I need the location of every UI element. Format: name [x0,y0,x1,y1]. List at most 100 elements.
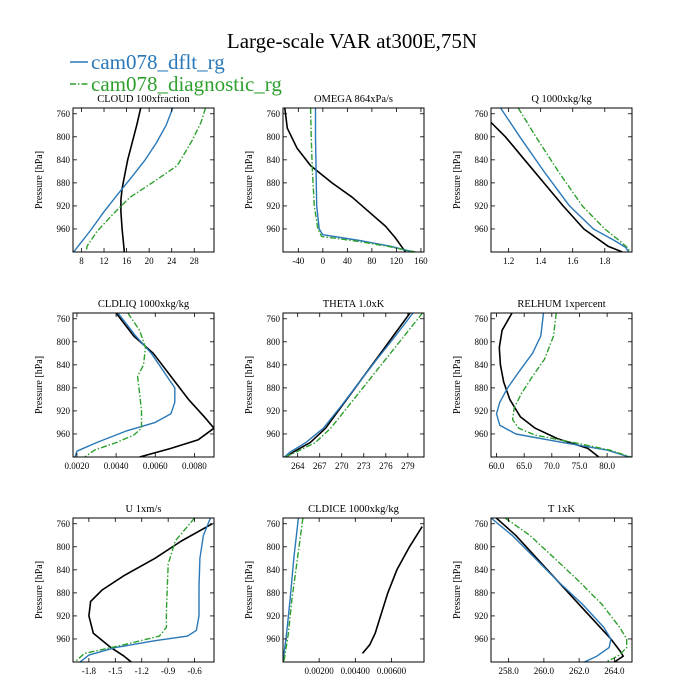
series-line-diagnostic [504,518,628,662]
y-tick-label: 960 [475,224,489,234]
panel-title: RELHUM 1xpercent [517,299,605,310]
x-tick-label: -0.6 [187,666,202,676]
y-tick-label: 760 [267,519,281,529]
x-tick-label: 20 [145,256,155,266]
y-tick-label: 960 [57,634,71,644]
y-axis-label: Pressure [hPa] [452,356,463,414]
x-tick-label: 120 [390,256,404,266]
x-tick-label: 160 [414,256,428,266]
chart-panel-2: Q 1000xkg/kg Pressure [hPa] 760 800 840 880 92… [452,94,633,266]
y-axis-label: Pressure [hPa] [34,356,45,414]
y-tick-label: 920 [475,406,489,416]
y-tick-label: 880 [267,383,281,393]
x-tick-label: 1.6 [567,256,579,266]
y-tick-label: 920 [267,201,281,211]
chart-panel-3: CLDLIQ 1000xkg/kg Pressure [hPa] 760 800 840… [34,299,215,471]
x-tick-label: 60.0 [489,461,505,471]
series-line-diagnostic [517,108,631,252]
y-axis-label: Pressure [hPa] [452,151,463,209]
y-tick-label: 800 [475,132,489,142]
x-tick-label: 267 [313,461,327,471]
series-line-dflt [79,518,212,662]
y-tick-label: 760 [57,519,71,529]
x-tick-label: -1.8 [82,666,97,676]
series-line-diagnostic [84,313,147,457]
x-tick-label: 80 [367,256,377,266]
x-tick-label: 279 [401,461,415,471]
y-tick-label: 760 [267,314,281,324]
y-tick-label: 880 [267,178,281,188]
y-tick-label: 880 [475,588,489,598]
y-tick-label: 880 [57,178,71,188]
x-tick-label: 40 [343,256,353,266]
panel-title: THETA 1.0xK [323,299,385,310]
x-tick-label: -0.9 [161,666,176,676]
y-tick-label: 800 [57,542,71,552]
plot-frame [72,517,215,663]
y-tick-label: 840 [57,155,71,165]
y-tick-label: 760 [57,109,71,119]
series-line-dflt [73,108,174,252]
y-tick-label: 840 [267,155,281,165]
y-tick-label: 880 [475,178,489,188]
chart-panel-5: RELHUM 1xpercent Pressure [hPa] 760 800 840 8… [452,299,633,471]
x-tick-label: 0.00400 [341,666,371,676]
y-tick-label: 920 [57,611,71,621]
panel-title: T 1xK [548,504,575,515]
y-tick-label: 920 [57,201,71,211]
y-tick-label: 880 [57,383,71,393]
y-tick-label: 960 [475,429,489,439]
x-tick-label: 75.0 [572,461,588,471]
series-line-diagnostic [74,518,196,662]
y-tick-label: 840 [475,155,489,165]
plot-frame [490,107,633,253]
series-line-reference [284,108,407,252]
y-tick-label: 840 [267,565,281,575]
y-axis-label: Pressure [hPa] [452,561,463,619]
y-tick-label: 960 [267,224,281,234]
y-tick-label: 960 [57,429,71,439]
series-line-diagnostic [283,518,304,662]
x-tick-label: 276 [379,461,393,471]
x-tick-label: 1.4 [535,256,547,266]
x-tick-label: 273 [357,461,371,471]
y-tick-label: 840 [57,565,71,575]
x-tick-label: 264.0 [604,666,625,676]
y-tick-label: 920 [57,406,71,416]
x-tick-label: -1.5 [108,666,123,676]
y-tick-label: 800 [475,337,489,347]
x-tick-label: 80.0 [599,461,615,471]
y-tick-label: 800 [267,542,281,552]
panel-title: CLDICE 1000xkg/kg [308,504,399,515]
plot-frame [72,107,215,253]
series-line-diagnostic [85,108,207,252]
y-tick-label: 760 [475,109,489,119]
x-tick-label: 12 [100,256,109,266]
y-tick-label: 760 [57,314,71,324]
series-line-reference [361,526,423,654]
y-tick-label: 960 [57,224,71,234]
series-line-reference [498,313,600,457]
x-tick-label: 262.0 [569,666,590,676]
y-tick-label: 840 [267,360,281,370]
x-tick-label: 0.0040 [104,461,129,471]
plot-frame [282,517,425,663]
series-line-dflt [314,108,415,252]
series-line-dflt [500,108,630,252]
x-tick-label: 0.0080 [182,461,207,471]
x-tick-label: 1.8 [599,256,611,266]
series-line-reference [120,108,142,252]
legend: cam078_dflt_rg cam078_diagnostic_rg [70,50,282,96]
y-axis-label: Pressure [hPa] [34,151,45,209]
y-tick-label: 880 [57,588,71,598]
y-tick-label: 840 [475,360,489,370]
series-line-reference [491,121,623,252]
y-tick-label: 800 [57,132,71,142]
y-axis-label: Pressure [hPa] [34,561,45,619]
plot-frame [72,312,215,458]
x-tick-label: 258.0 [499,666,520,676]
chart-panel-8: T 1xK Pressure [hPa] 760 800 840 880 920 960 258… [452,504,633,676]
